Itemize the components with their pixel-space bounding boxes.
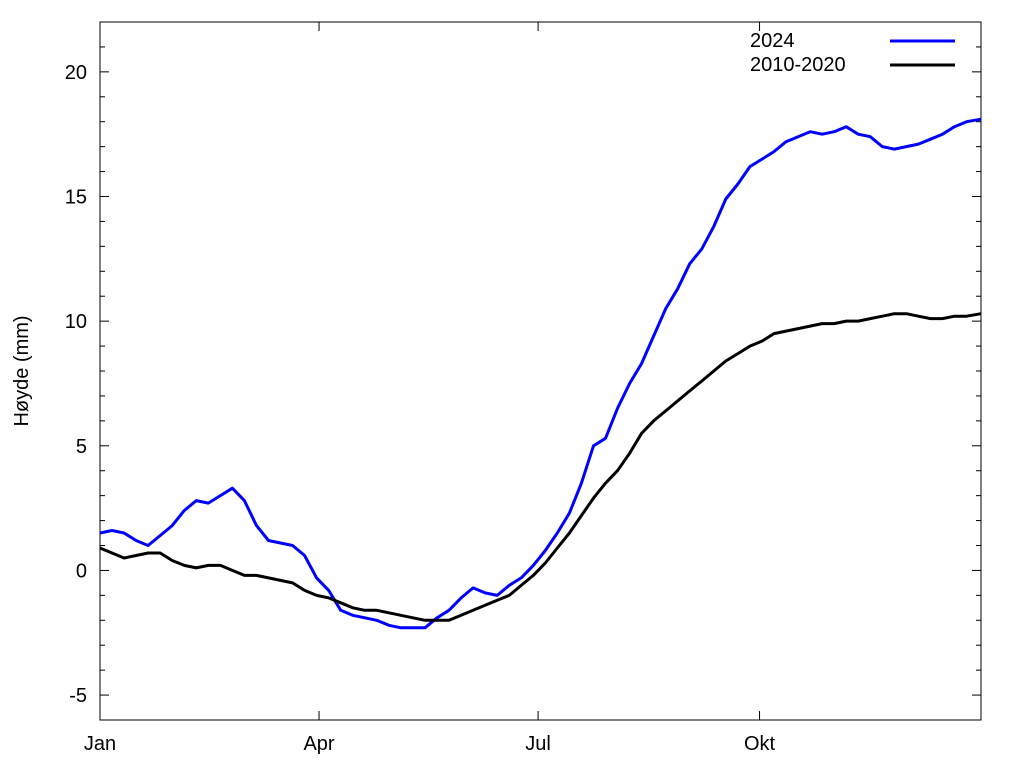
x-tick-label: Jul xyxy=(525,733,551,755)
y-tick-label: 20 xyxy=(65,62,87,84)
y-tick-label: 0 xyxy=(76,560,87,582)
legend-label-2024: 2024 xyxy=(750,30,795,52)
y-tick-label: -5 xyxy=(69,685,87,707)
series-layer xyxy=(99,117,982,630)
x-axis-ticks: Jan Apr Jul Okt xyxy=(84,22,776,755)
series-line-2010-2020 xyxy=(99,312,982,622)
y-tick-label: 5 xyxy=(76,436,87,458)
y-tick-label: 10 xyxy=(65,311,87,333)
series-line-2024 xyxy=(99,117,982,630)
x-tick-label: Jan xyxy=(84,733,116,755)
y-axis-ticks: -5 0 5 10 15 20 xyxy=(65,21,981,721)
x-tick-label: Apr xyxy=(303,733,334,755)
x-tick-label: Okt xyxy=(744,733,776,755)
legend: 2024 2010-2020 xyxy=(750,30,955,76)
y-axis-title: Høyde (mm) xyxy=(11,315,33,426)
y-tick-label: 15 xyxy=(65,187,87,209)
legend-label-2010-2020: 2010-2020 xyxy=(750,54,846,76)
